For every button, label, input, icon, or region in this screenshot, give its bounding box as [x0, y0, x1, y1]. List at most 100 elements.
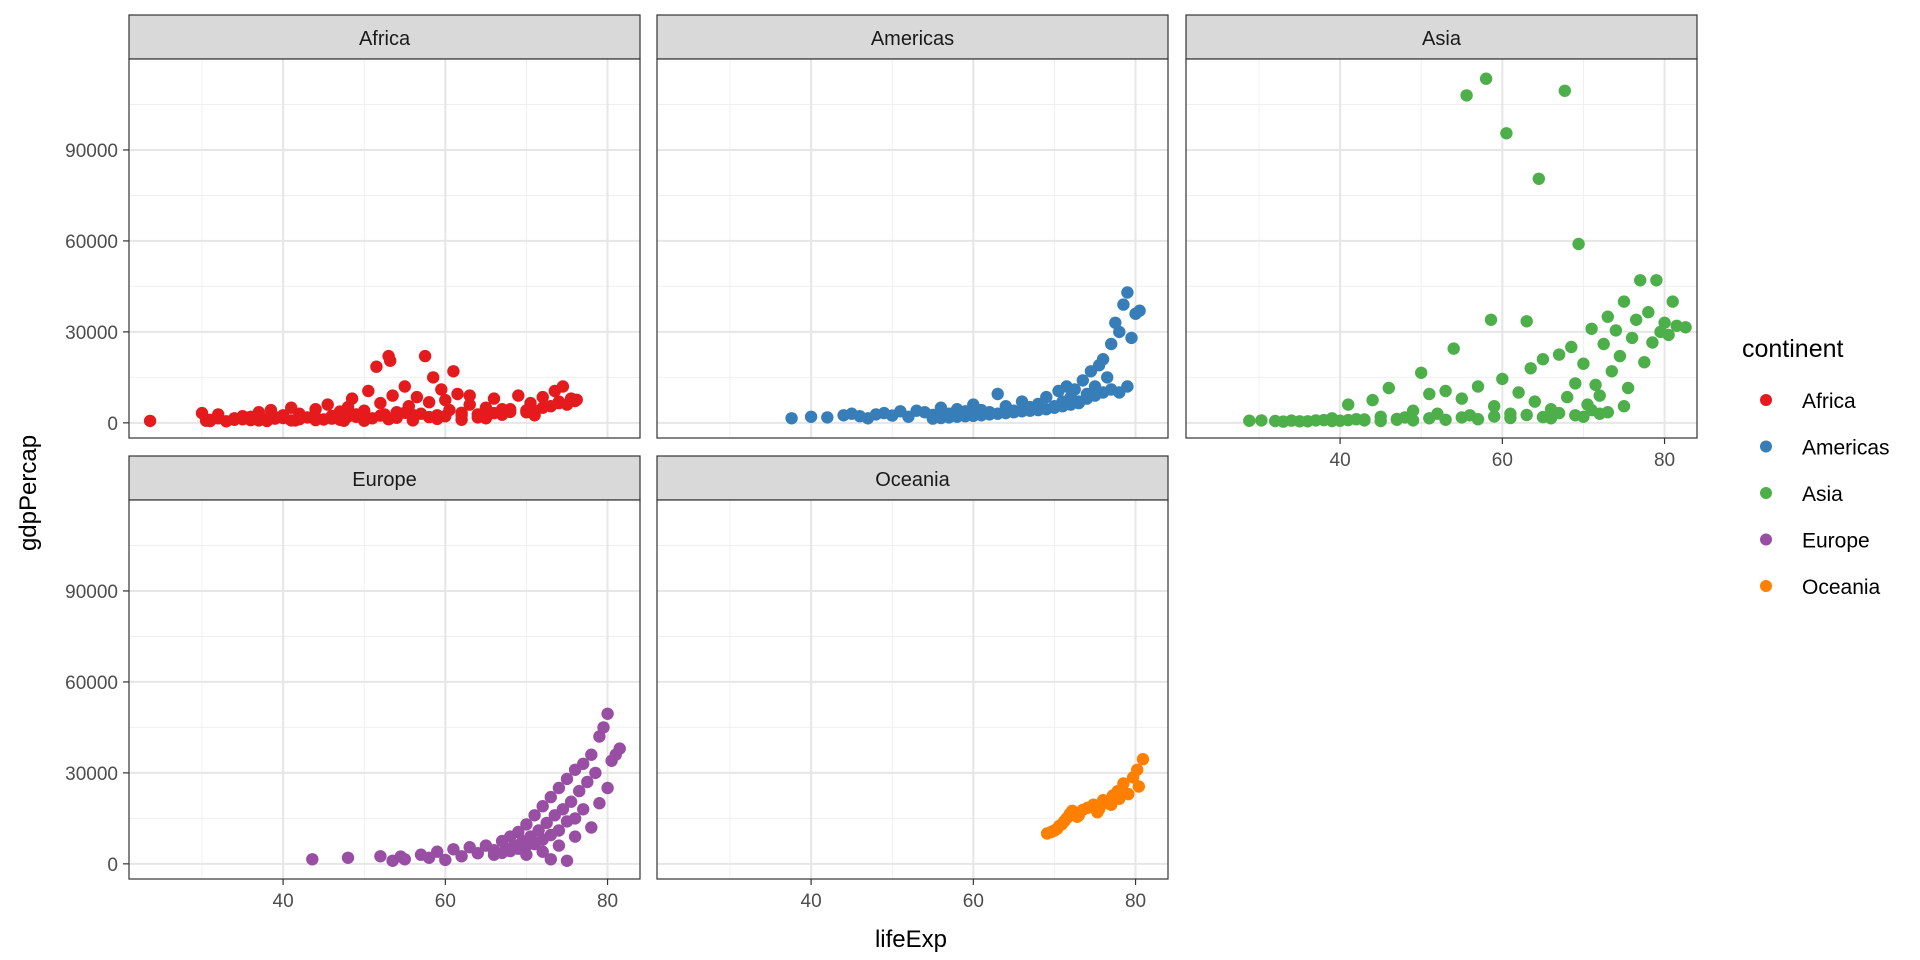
- y-tick-label: 0: [107, 414, 118, 435]
- data-point: [439, 853, 452, 867]
- data-point: [536, 800, 549, 813]
- data-point: [512, 389, 525, 402]
- data-point: [1544, 412, 1558, 425]
- data-point: [1096, 353, 1110, 366]
- panel-asia: Asia: [1185, 14, 1698, 439]
- data-point: [1552, 348, 1566, 361]
- data-point: [540, 816, 553, 830]
- data-point: [1520, 315, 1533, 328]
- data-point: [556, 803, 570, 816]
- data-point: [1597, 337, 1610, 351]
- points-oceania: [1040, 753, 1150, 840]
- data-point: [573, 784, 586, 798]
- legend-item-europe: Europe: [1760, 530, 1870, 553]
- data-point: [1133, 304, 1146, 317]
- data-point: [1105, 337, 1118, 351]
- data-point: [1460, 89, 1473, 102]
- data-point: [1593, 389, 1606, 402]
- strip-background: [128, 455, 641, 501]
- data-point: [1105, 383, 1118, 396]
- legend-entries: Africa Americas Asia Europe Oceania: [1760, 390, 1890, 599]
- strip-background: [128, 14, 641, 60]
- data-point: [418, 349, 432, 363]
- data-point: [597, 721, 610, 734]
- strip-label: Oceania: [875, 469, 950, 491]
- data-point: [1382, 381, 1396, 395]
- data-point: [471, 847, 484, 860]
- panel-border: [128, 499, 641, 880]
- data-point: [1500, 127, 1513, 140]
- data-point: [398, 406, 411, 419]
- data-point: [1390, 412, 1404, 426]
- data-point: [321, 398, 334, 411]
- points-americas: [785, 286, 1146, 425]
- data-point: [1617, 295, 1631, 308]
- legend-key: [1760, 487, 1772, 499]
- data-point: [333, 413, 347, 426]
- data-point: [406, 414, 420, 427]
- legend-label: Asia: [1802, 483, 1843, 506]
- data-point: [1585, 322, 1598, 335]
- data-point: [1484, 313, 1498, 326]
- data-point: [1121, 380, 1134, 393]
- legend-label: Europe: [1802, 530, 1870, 553]
- y-axis-ticks: 0 30000 60000 90000 0 30000 60000 90000: [65, 141, 129, 876]
- data-point: [536, 390, 549, 404]
- data-point: [785, 412, 798, 425]
- strip-background: [656, 14, 1169, 60]
- data-point: [1366, 393, 1379, 407]
- data-point: [1243, 414, 1256, 427]
- legend: continent Africa Americas Asia Europe Oceani…: [1742, 335, 1890, 599]
- legend-label: Oceania: [1802, 576, 1881, 599]
- data-point: [1131, 763, 1144, 776]
- data-point: [463, 398, 476, 411]
- data-point: [1072, 809, 1086, 822]
- data-point: [1520, 408, 1533, 422]
- data-point: [568, 830, 582, 843]
- data-point: [1642, 306, 1655, 319]
- data-point: [1423, 387, 1436, 401]
- data-point: [374, 850, 387, 863]
- legend-key: [1760, 440, 1772, 453]
- data-point: [384, 354, 397, 367]
- data-point: [536, 845, 549, 858]
- data-point: [1488, 400, 1501, 413]
- strip-label: Africa: [359, 28, 411, 50]
- data-point: [236, 413, 249, 426]
- y-tick-label: 60000: [65, 673, 118, 694]
- plot-background: [129, 59, 640, 438]
- data-point: [447, 843, 460, 856]
- data-point: [585, 748, 598, 761]
- data-point: [203, 414, 217, 428]
- data-point: [455, 850, 468, 863]
- data-point: [341, 851, 355, 864]
- data-point: [544, 853, 557, 866]
- panel-border: [128, 58, 641, 439]
- data-point: [1121, 286, 1134, 299]
- data-point: [1605, 365, 1619, 378]
- data-point: [398, 853, 411, 866]
- data-point: [451, 387, 464, 401]
- data-point: [487, 392, 501, 405]
- data-point: [268, 410, 282, 424]
- data-point: [487, 848, 501, 861]
- data-point: [589, 766, 602, 780]
- data-point: [1558, 84, 1572, 98]
- data-point: [1358, 413, 1371, 426]
- data-point: [577, 757, 590, 770]
- data-point: [1617, 400, 1631, 413]
- x-tick-label: 60: [963, 891, 984, 912]
- data-point: [1488, 410, 1501, 423]
- data-point: [1646, 336, 1659, 349]
- data-point: [1593, 407, 1606, 420]
- data-point: [309, 413, 322, 427]
- data-point: [1136, 753, 1150, 766]
- data-point: [435, 383, 448, 396]
- data-point: [1325, 414, 1339, 428]
- legend-key: [1760, 394, 1772, 406]
- data-point: [1625, 331, 1639, 345]
- y-tick-label: 30000: [65, 764, 118, 785]
- data-point: [1589, 378, 1602, 392]
- data-point: [528, 809, 541, 822]
- y-tick-label: 90000: [65, 582, 118, 603]
